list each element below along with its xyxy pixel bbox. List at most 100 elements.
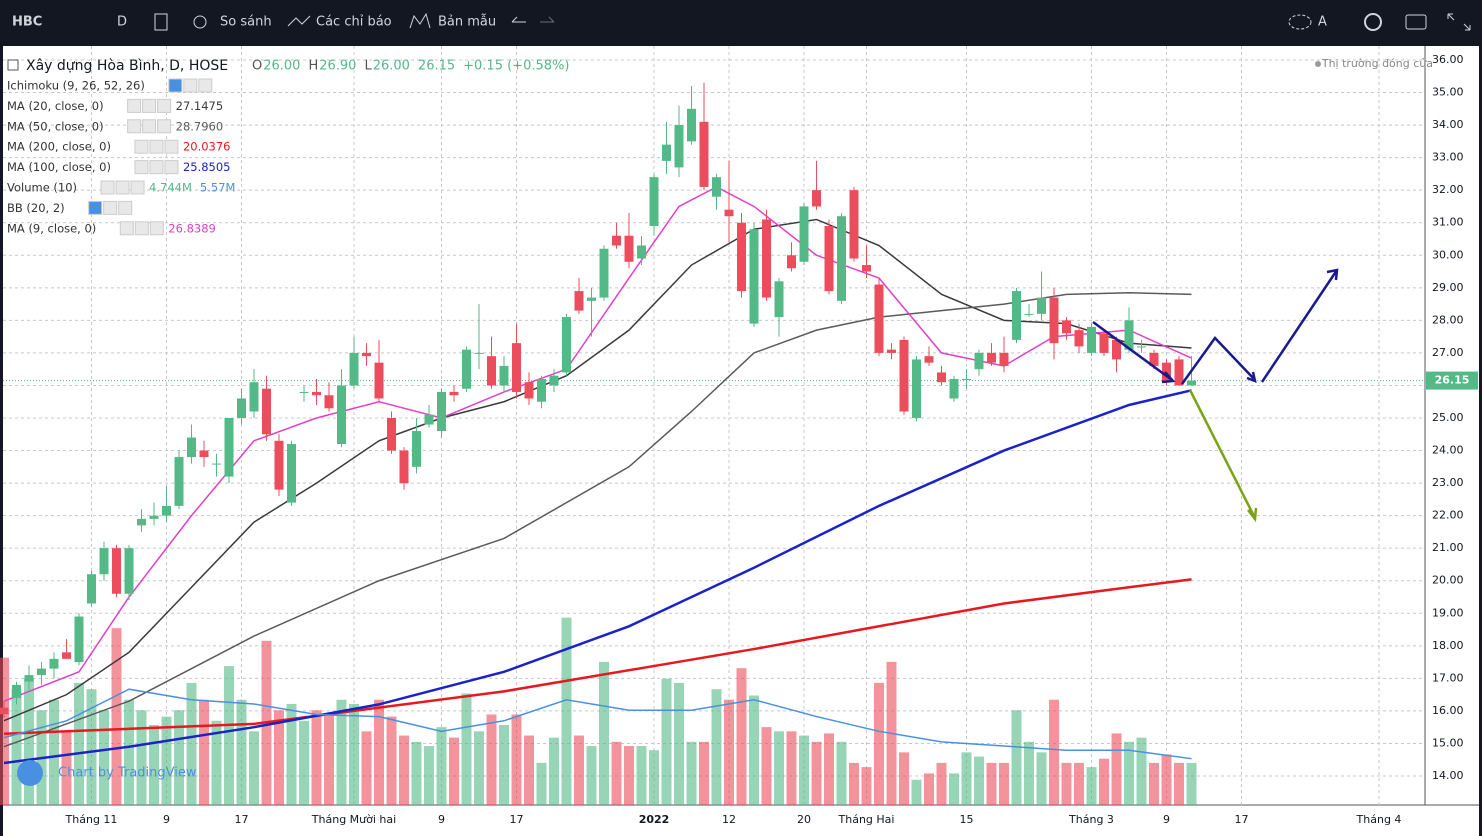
candle-body [287,444,296,503]
indicator-value: 4.744M [149,181,192,195]
x-tick-label: 9 [438,813,445,826]
candle-body [1174,359,1184,386]
indicator-button [130,180,145,195]
y-tick-label: 33.00 [1432,151,1464,164]
volume-bar [586,746,597,805]
volume-bar [386,716,397,805]
volume-bar [1011,710,1022,805]
candle-body [987,352,996,363]
volume-bar [186,682,197,805]
candle-body [749,229,759,324]
templates[interactable]: Bản mẫu [438,15,496,30]
candle-body [237,398,246,418]
y-tick-label: 21.00 [1432,541,1464,554]
y-tick-label: 31.00 [1432,216,1464,229]
x-tick-label: 9 [1163,813,1170,826]
indicators-icon[interactable] [287,15,311,27]
candle-body [299,391,309,393]
drawings [1092,268,1339,523]
snapshot[interactable] [1405,14,1427,30]
ma-line [3,218,1192,722]
y-tick-label: 22.00 [1432,509,1464,522]
volume-bar [461,693,472,805]
indicator-button [100,180,115,195]
volume-bar [0,657,9,805]
volume-bar [1186,762,1197,805]
indicator-button [149,221,164,236]
redo[interactable] [540,16,555,23]
candle-body [662,144,671,161]
indicator-button [157,98,172,113]
y-tick-label: 36.00 [1432,53,1464,66]
candle-body [12,684,21,698]
cloud-icon[interactable] [1288,14,1312,30]
ohlc-h-label: H [308,59,318,74]
watermark[interactable]: Chart by TradingView [58,766,197,781]
ohlc-l-label: L [364,59,372,74]
cloud-label[interactable]: A [1318,15,1327,30]
volume-bar [149,725,159,805]
volume-bar [449,737,459,805]
candle-body [1137,346,1146,348]
volume-bar [1174,762,1184,805]
candle-body [824,225,834,292]
volume-bar [686,741,697,805]
candle-body [124,548,134,594]
candle-body [812,190,821,207]
volume-bar [199,699,209,805]
symbol-title: Xây dựng Hòa Bình, D, HOSE [26,58,228,74]
settings[interactable] [1364,13,1382,31]
ohlc-change: +0.15 (+0.58%) [463,59,569,74]
candle-body [587,297,596,301]
price-tag-label: 26.15 [1435,374,1470,387]
indicator-button [134,139,149,154]
indicator-button [164,139,179,154]
volume-bar [1149,762,1159,805]
y-tick-label: 19.00 [1432,606,1464,619]
time-axis [3,805,1479,836]
indicator-button [157,119,172,134]
arrow [1092,320,1176,384]
volume-bar [511,714,522,805]
indicator-value: 25.8505 [183,160,231,174]
volume-bar [411,741,422,805]
candle-body [112,548,121,594]
symbol[interactable]: HBC [12,15,42,30]
candle-body [612,235,621,246]
candle-body [787,255,796,269]
y-tick-label: 23.00 [1432,476,1464,489]
candle-body [924,356,934,363]
candle-body [149,515,159,519]
y-tick-label: 34.00 [1432,118,1464,131]
candle-body [49,658,59,669]
templates-icon[interactable] [409,12,431,29]
volume-bar [661,678,672,805]
ohlc-c: 26.15 [418,59,455,74]
y-tick-label: 15.00 [1432,736,1464,749]
ma-line [3,291,1192,748]
volume-bar [736,668,747,805]
indicator-button [142,98,157,113]
indicator-name: Ichimoku (9, 26, 52, 26) [7,79,145,93]
chart-type-icon[interactable] [154,13,168,31]
indicators[interactable]: Các chỉ báo [316,15,392,30]
y-tick-label: 35.00 [1432,86,1464,99]
fullscreen[interactable] [1447,13,1471,31]
undo[interactable] [511,16,526,23]
candle-body [424,414,434,425]
indicator-value: 28.7960 [176,119,224,133]
y-tick-label: 17.00 [1432,671,1464,684]
compare-icon[interactable] [193,15,207,29]
candle-body [374,362,384,399]
volume-bar [786,731,797,805]
compare[interactable]: So sánh [220,15,272,30]
y-tick-label: 24.00 [1432,444,1464,457]
volume-bar [961,752,972,805]
volume-bar [286,703,297,805]
candle-body [224,418,234,477]
interval[interactable]: D [117,15,127,30]
candle-body [624,235,634,262]
candle-body [949,378,959,399]
candle-body [912,359,921,418]
